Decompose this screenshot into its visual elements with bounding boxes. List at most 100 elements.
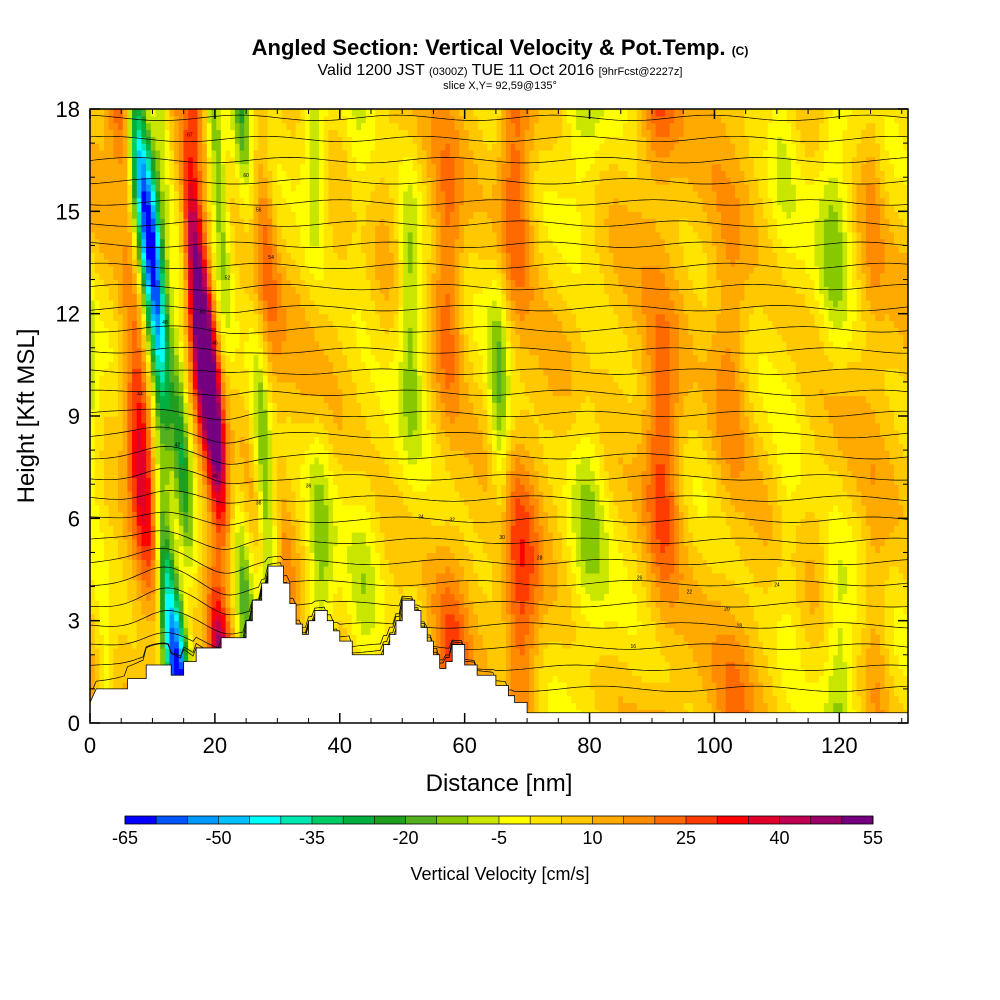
field-cell: [94, 579, 100, 588]
field-cell: [90, 627, 96, 635]
field-cell: [141, 361, 147, 369]
field-cell: [258, 115, 264, 124]
field-cell: [141, 279, 147, 287]
field-cell: [314, 211, 320, 219]
field-cell: [267, 143, 273, 151]
field-cell: [319, 586, 325, 594]
field-cell: [113, 211, 119, 219]
field-cell: [104, 620, 110, 629]
field-cell: [328, 429, 334, 438]
field-cell: [141, 607, 147, 615]
field-cell: [267, 402, 273, 410]
field-cell: [104, 491, 110, 499]
field-cell: [169, 211, 175, 219]
field-cell: [220, 204, 227, 212]
field-cell: [169, 197, 175, 206]
field-cell: [127, 661, 133, 670]
field-cell: [108, 607, 114, 615]
field-cell: [342, 531, 348, 540]
field-cell: [99, 163, 105, 171]
field-cell: [244, 361, 250, 369]
field-cell: [258, 190, 264, 199]
field-cell: [328, 286, 334, 294]
field-cell: [174, 211, 180, 219]
field-cell: [136, 586, 143, 594]
field-cell: [118, 566, 124, 574]
field-cell: [99, 286, 105, 294]
field-cell: [146, 184, 152, 192]
field-cell: [94, 149, 100, 158]
field-cell: [244, 265, 250, 274]
field-cell: [188, 497, 194, 506]
field-cell: [132, 265, 138, 274]
field-cell: [286, 313, 292, 322]
field-cell: [290, 238, 297, 247]
field-cell: [337, 497, 344, 506]
field-cell: [281, 293, 287, 301]
field-cell: [197, 143, 203, 151]
field-cell: [104, 477, 110, 485]
field-cell: [164, 545, 171, 554]
field-cell: [146, 259, 152, 267]
field-cell: [267, 136, 273, 144]
field-cell: [127, 654, 133, 663]
field-cell: [337, 586, 344, 594]
field-cell: [253, 170, 259, 178]
field-cell: [113, 129, 119, 137]
field-cell: [248, 566, 255, 574]
field-cell: [99, 593, 105, 601]
field-cell: [202, 422, 208, 431]
field-cell: [108, 293, 114, 301]
field-cell: [136, 334, 143, 342]
field-cell: [197, 566, 203, 574]
field-cell: [276, 259, 283, 267]
field-cell: [174, 572, 180, 581]
field-cell: [183, 381, 189, 390]
field-cell: [136, 634, 143, 642]
field-cell: [90, 115, 96, 124]
field-cell: [220, 327, 227, 335]
field-cell: [155, 218, 161, 226]
field-cell: [155, 306, 161, 315]
field-cell: [90, 279, 96, 287]
field-cell: [253, 559, 259, 567]
field-cell: [164, 327, 171, 335]
field-cell: [136, 613, 143, 622]
field-cell: [211, 559, 217, 567]
field-cell: [108, 231, 114, 240]
field-cell: [276, 368, 283, 376]
field-cell: [267, 279, 273, 287]
field-cell: [146, 252, 152, 260]
field-cell: [169, 593, 175, 601]
field-cell: [248, 252, 255, 260]
field-cell: [337, 545, 344, 554]
field-cell: [333, 218, 339, 226]
field-cell: [267, 109, 273, 117]
field-cell: [155, 224, 161, 233]
field-cell: [216, 463, 222, 472]
field-cell: [300, 129, 306, 137]
field-cell: [113, 109, 119, 117]
field-cell: [230, 627, 236, 635]
field-cell: [216, 279, 222, 287]
field-cell: [216, 354, 222, 363]
field-cell: [146, 443, 152, 451]
field-cell: [141, 525, 147, 533]
field-cell: [234, 149, 241, 158]
field-cell: [295, 279, 301, 287]
field-cell: [122, 627, 128, 635]
field-cell: [276, 375, 283, 383]
field-cell: [323, 545, 329, 554]
field-cell: [211, 224, 217, 233]
field-cell: [248, 293, 255, 301]
field-cell: [216, 259, 222, 267]
field-cell: [94, 381, 100, 390]
field-cell: [295, 402, 301, 410]
field-cell: [188, 354, 194, 363]
field-cell: [309, 586, 315, 594]
field-cell: [295, 272, 301, 281]
field-cell: [272, 218, 278, 226]
field-cell: [281, 163, 287, 171]
field-cell: [267, 286, 273, 294]
field-cell: [188, 122, 194, 131]
